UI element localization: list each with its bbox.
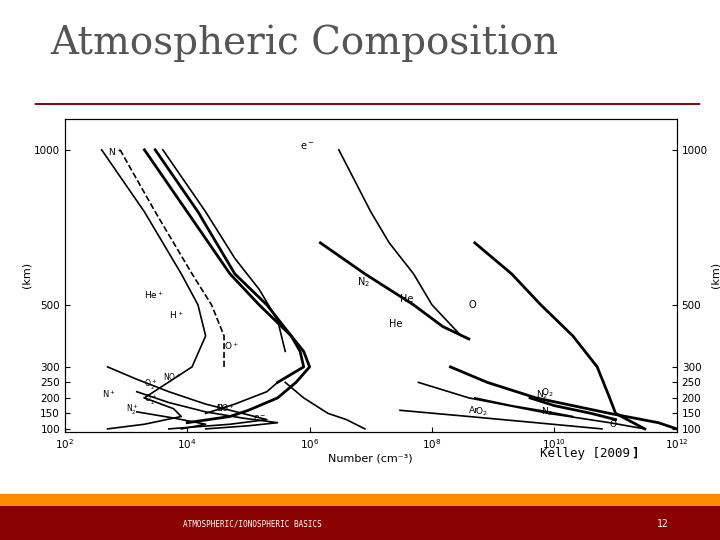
Text: ATMOSPHERIC/IONOSPHERIC BASICS: ATMOSPHERIC/IONOSPHERIC BASICS bbox=[183, 519, 321, 529]
Text: O$_2^+$: O$_2^+$ bbox=[145, 393, 158, 407]
Text: N$^+$: N$^+$ bbox=[107, 146, 122, 158]
Text: NO$^+$: NO$^+$ bbox=[217, 403, 235, 415]
Text: NO$^+$: NO$^+$ bbox=[163, 371, 181, 383]
Text: H$^+$: H$^+$ bbox=[168, 309, 184, 321]
Text: O: O bbox=[610, 420, 616, 429]
Text: ]: ] bbox=[631, 447, 639, 460]
Text: O$^+$: O$^+$ bbox=[224, 340, 239, 352]
Text: He: He bbox=[390, 319, 402, 328]
Text: O$_2$: O$_2$ bbox=[541, 387, 554, 399]
Text: O: O bbox=[469, 300, 477, 310]
Text: N$_2$: N$_2$ bbox=[536, 388, 548, 401]
Text: Atmospheric Composition: Atmospheric Composition bbox=[50, 25, 559, 63]
Text: O$_2^+$: O$_2^+$ bbox=[145, 378, 158, 393]
Text: 12: 12 bbox=[657, 519, 668, 529]
Y-axis label: (km): (km) bbox=[21, 262, 31, 288]
Text: Kelley [2009: Kelley [2009 bbox=[540, 447, 630, 460]
Text: N$_2^+$: N$_2^+$ bbox=[126, 403, 139, 417]
Text: O$^+$: O$^+$ bbox=[217, 402, 230, 414]
Text: N$_2$: N$_2$ bbox=[357, 275, 370, 288]
Bar bbox=[0, 505, 720, 540]
Text: N$_2$: N$_2$ bbox=[541, 405, 553, 417]
Text: Ar: Ar bbox=[469, 406, 479, 415]
Text: N$^+$: N$^+$ bbox=[102, 388, 115, 400]
Text: He$^+$: He$^+$ bbox=[145, 289, 165, 301]
Text: He: He bbox=[400, 294, 413, 304]
Bar bbox=[0, 494, 720, 505]
X-axis label: Number (cm⁻³): Number (cm⁻³) bbox=[328, 454, 413, 463]
Y-axis label: (km): (km) bbox=[711, 262, 720, 288]
Text: e$^-$: e$^-$ bbox=[300, 141, 315, 152]
Text: e$^-$: e$^-$ bbox=[253, 413, 266, 422]
Text: O$_2$: O$_2$ bbox=[474, 405, 487, 417]
